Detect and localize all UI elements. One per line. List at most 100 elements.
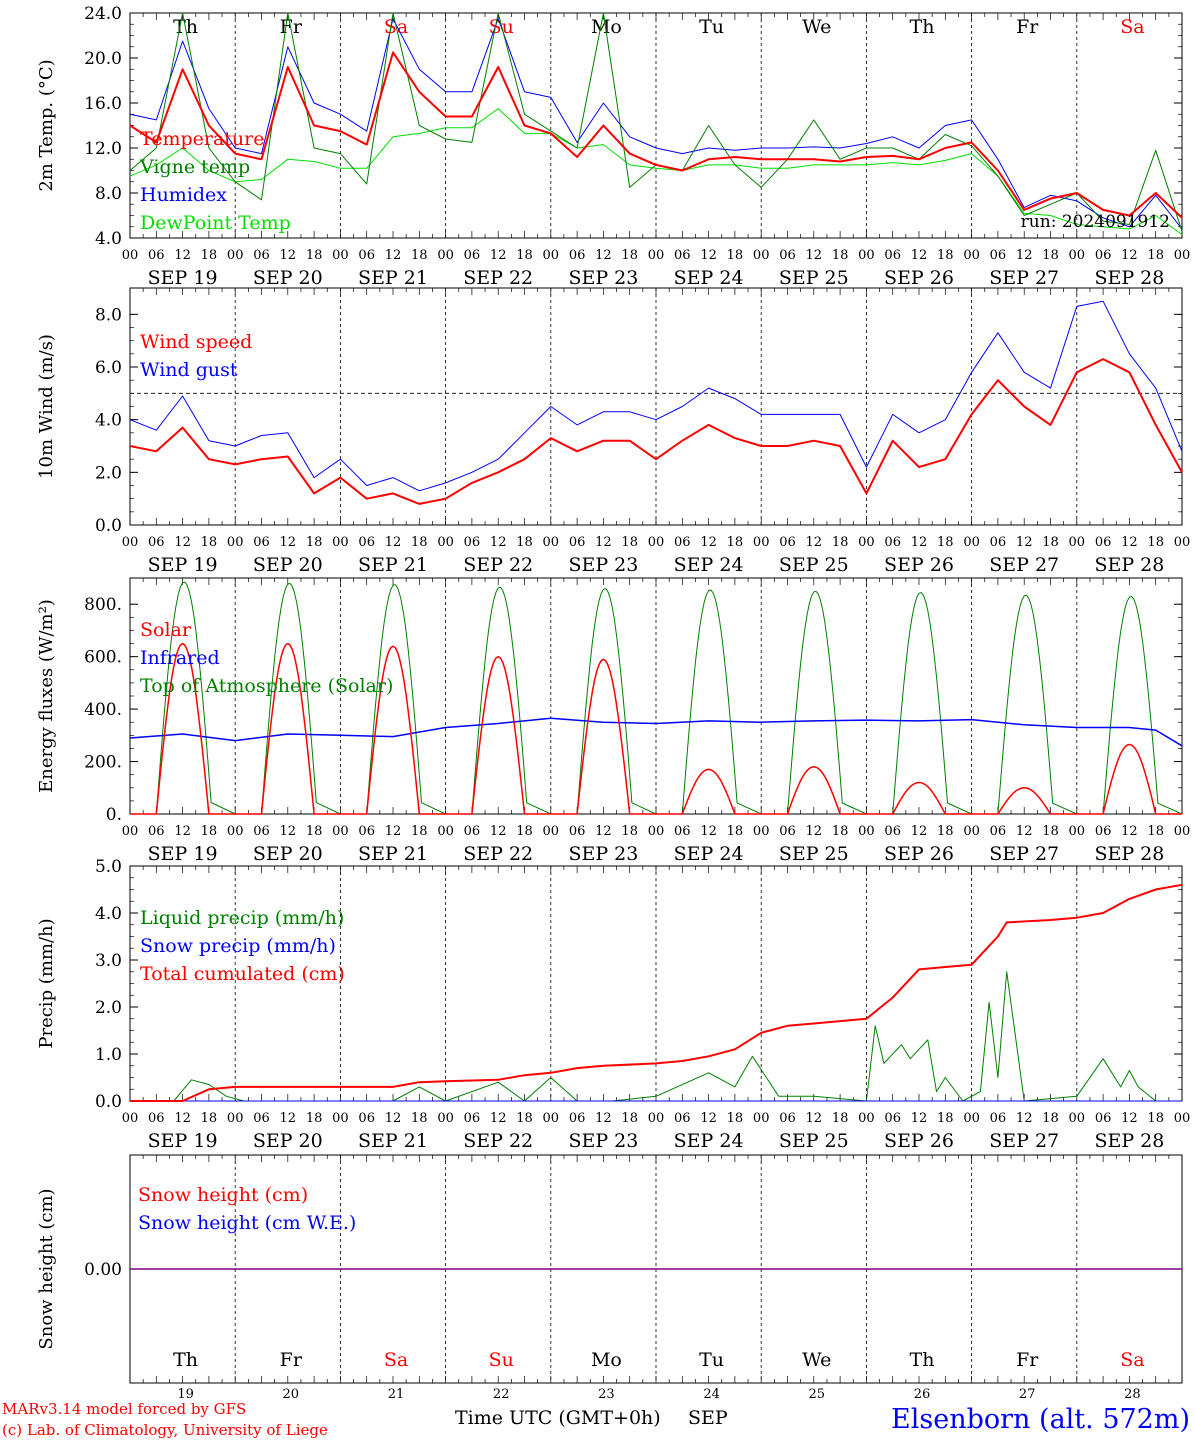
date-label: SEP 23 — [568, 843, 638, 865]
hour-label: 18 — [937, 248, 954, 263]
y-tick-label: 2.0 — [95, 463, 122, 483]
date-label: SEP 26 — [884, 267, 954, 289]
y-tick-label: 0. — [106, 805, 122, 825]
hour-label: 00 — [543, 824, 560, 839]
series-line — [129, 51, 1183, 219]
hour-label: 12 — [700, 1111, 717, 1126]
hour-label: 18 — [306, 535, 323, 550]
day-number: 23 — [598, 1387, 615, 1402]
date-label: SEP 20 — [253, 843, 323, 865]
series-line — [130, 642, 1182, 815]
y-tick-label: 600. — [84, 648, 122, 668]
hour-label: 18 — [201, 248, 218, 263]
hour-label: 18 — [201, 824, 218, 839]
hour-label: 18 — [1042, 248, 1059, 263]
hour-label: 00 — [543, 535, 560, 550]
hour-label: 12 — [174, 248, 191, 263]
hour-label: 00 — [963, 248, 980, 263]
date-label: SEP 24 — [674, 554, 744, 576]
model-credit: MARv3.14 model forced by GFS — [2, 1400, 246, 1418]
hour-label: 06 — [990, 824, 1007, 839]
hour-label: 06 — [779, 1111, 796, 1126]
day-number: 26 — [914, 1387, 931, 1402]
legend-entry: Snow height (cm W.E.) — [138, 1212, 356, 1234]
hour-label: 00 — [1069, 1111, 1086, 1126]
hour-label: 18 — [832, 248, 849, 263]
y-tick-label: 0.0 — [95, 516, 122, 536]
hour-label: 06 — [779, 535, 796, 550]
y-axis-label: 10m Wind (m/s) — [36, 334, 57, 479]
hour-label: 06 — [358, 248, 375, 263]
y-axis-label: 2m Temp. (°C) — [36, 59, 57, 191]
hour-label: 06 — [569, 1111, 586, 1126]
hour-label: 06 — [358, 1111, 375, 1126]
date-label: SEP 20 — [253, 1130, 323, 1152]
hour-label: 12 — [1016, 824, 1033, 839]
hour-label: 00 — [227, 824, 244, 839]
hour-label: 06 — [464, 535, 481, 550]
panel-2: 0.0 2.0 4.0 6.0 8.0 10m Wind (m/s) 00 06 12 18 SEP… — [36, 287, 1191, 576]
hour-label: 12 — [1121, 535, 1138, 550]
date-label: SEP 21 — [358, 843, 428, 865]
hour-label: 06 — [148, 1111, 165, 1126]
date-label: SEP 27 — [989, 554, 1059, 576]
date-label: SEP 22 — [463, 843, 533, 865]
day-number: 22 — [493, 1387, 510, 1402]
hour-label: 18 — [306, 824, 323, 839]
hour-label: 18 — [411, 824, 428, 839]
date-label: SEP 22 — [463, 267, 533, 289]
date-label: SEP 21 — [358, 1130, 428, 1152]
hour-label: 12 — [806, 248, 823, 263]
hour-label: 00 — [332, 824, 349, 839]
hour-label: 12 — [385, 1111, 402, 1126]
day-name: Sa — [1120, 1349, 1144, 1371]
hour-label: 00 — [227, 535, 244, 550]
day-name: Fr — [1016, 16, 1039, 38]
y-tick-label: 12.0 — [84, 139, 122, 159]
hour-label: 18 — [201, 535, 218, 550]
y-axis-label: Snow height (cm) — [36, 1188, 57, 1349]
hour-label: 06 — [464, 248, 481, 263]
hour-label: 00 — [963, 535, 980, 550]
date-label: SEP 23 — [568, 554, 638, 576]
date-label: SEP 24 — [674, 1130, 744, 1152]
date-label: SEP 23 — [568, 267, 638, 289]
y-tick-label: 5.0 — [95, 857, 122, 877]
hour-label: 00 — [227, 248, 244, 263]
legend-entry: DewPoint Temp — [140, 212, 291, 234]
hour-label: 12 — [174, 1111, 191, 1126]
y-tick-label: 400. — [84, 700, 122, 720]
hour-label: 06 — [674, 1111, 691, 1126]
hour-label: 06 — [148, 535, 165, 550]
hour-label: 00 — [858, 535, 875, 550]
hour-label: 12 — [595, 535, 612, 550]
hour-label: 00 — [437, 1111, 454, 1126]
hour-label: 12 — [595, 1111, 612, 1126]
hour-label: 12 — [911, 1111, 928, 1126]
series-line — [129, 358, 1183, 505]
y-tick-label: 800. — [84, 595, 122, 615]
date-label: SEP 24 — [674, 267, 744, 289]
hour-label: 00 — [648, 824, 665, 839]
hour-label: 00 — [648, 1111, 665, 1126]
hour-label: 06 — [990, 535, 1007, 550]
day-name: Sa — [384, 1349, 408, 1371]
day-name: Th — [910, 16, 935, 38]
hour-label: 00 — [858, 248, 875, 263]
hour-label: 00 — [963, 1111, 980, 1126]
hour-label: 06 — [253, 535, 270, 550]
hour-label: 12 — [806, 824, 823, 839]
hour-label: 12 — [806, 1111, 823, 1126]
hour-label: 06 — [358, 535, 375, 550]
date-label: SEP 19 — [148, 1130, 218, 1152]
date-label: SEP 28 — [1094, 554, 1164, 576]
hour-label: 12 — [1016, 1111, 1033, 1126]
series-line — [130, 883, 1183, 1102]
date-label: SEP 19 — [148, 554, 218, 576]
hour-label: 12 — [700, 248, 717, 263]
hour-label: 00 — [858, 824, 875, 839]
hour-label: 18 — [516, 824, 533, 839]
hour-label: 00 — [1174, 535, 1191, 550]
hour-label: 18 — [1147, 248, 1164, 263]
x-axis-label: Time UTC (GMT+0h) — [455, 1407, 661, 1429]
